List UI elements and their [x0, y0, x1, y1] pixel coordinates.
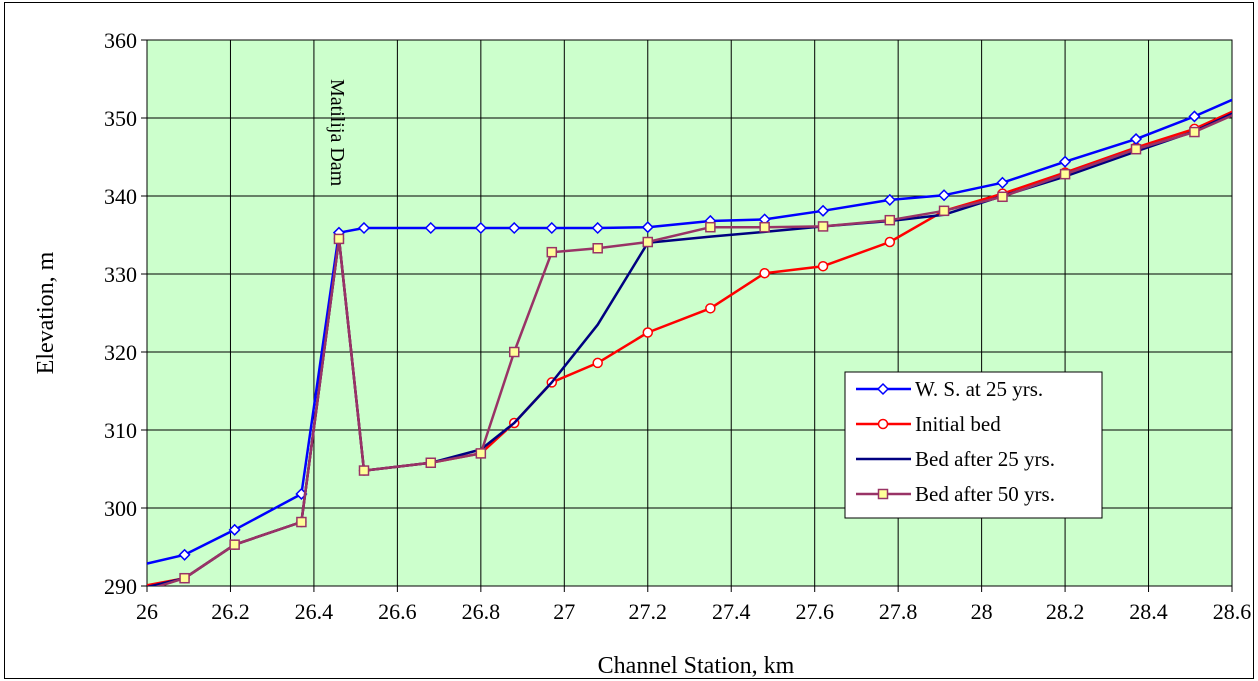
data-point [475, 448, 487, 459]
data-point [546, 246, 558, 258]
data-point [474, 221, 487, 235]
data-point [424, 221, 437, 235]
data-point [228, 523, 241, 536]
legend-item: Bed after 25 yrs. [856, 447, 1055, 471]
data-point [229, 539, 240, 550]
x-tick-label: 27 [553, 599, 575, 624]
data-point [333, 233, 345, 245]
x-axis-ticks: 26 26.2 26.4 26.6 26.8 27 27.2 27.4 27.6 27.8 28 28… [136, 586, 1251, 624]
legend-label: Initial bed [915, 412, 1001, 436]
y-tick-label: 310 [104, 418, 137, 443]
elevation-chart: 26 26.2 26.4 26.6 26.8 27 27.2 27.4 27.6 27.8 28 28… [33, 28, 1251, 679]
matilija-dam-annotation: Matilija Dam [326, 79, 348, 187]
data-point [937, 189, 951, 202]
x-tick-label: 28.4 [1129, 599, 1168, 624]
x-tick-label: 26.8 [462, 599, 501, 624]
data-point [358, 465, 370, 476]
y-axis-label: Elevation, m [33, 251, 59, 374]
legend-item: Bed after 50 yrs. [856, 482, 1055, 506]
x-tick-label: 28 [971, 599, 993, 624]
data-point [642, 327, 654, 338]
data-point [296, 516, 307, 528]
legend: W. S. at 25 yrs. Initial bed Bed after 25 … [844, 371, 1103, 519]
series-line [147, 98, 1232, 565]
data-point [705, 303, 716, 314]
data-point [1188, 110, 1201, 123]
data-point [357, 221, 371, 235]
data-point [425, 457, 437, 469]
data-point [817, 260, 829, 272]
x-tick-label: 26.2 [211, 599, 250, 624]
data-point [759, 221, 770, 233]
data-point [816, 204, 830, 217]
data-point [592, 357, 603, 369]
gridlines [147, 40, 1232, 586]
x-tick-label: 28.2 [1046, 599, 1085, 624]
data-point [884, 236, 896, 248]
x-tick-label: 27.2 [629, 599, 668, 624]
legend-marker [877, 418, 889, 430]
x-tick-label: 26 [136, 599, 158, 624]
y-tick-label: 340 [104, 184, 137, 209]
data-point [591, 221, 604, 235]
data-point [1130, 143, 1142, 155]
legend-marker [876, 382, 890, 396]
y-tick-label: 350 [104, 106, 137, 131]
data-point [884, 214, 896, 226]
data-point [1059, 155, 1072, 168]
data-point [508, 346, 520, 358]
series-line [155, 114, 1232, 586]
data-point [996, 176, 1009, 189]
series-group [147, 98, 1232, 586]
legend-marker [877, 488, 889, 500]
y-tick-label: 330 [104, 262, 137, 287]
y-tick-label: 360 [104, 28, 137, 53]
y-tick-label: 300 [104, 496, 137, 521]
legend-item: W. S. at 25 yrs. [856, 377, 1043, 401]
chart-frame: 26 26.2 26.4 26.6 26.8 27 27.2 27.4 27.6 27.8 28 28… [4, 2, 1254, 679]
legend-label: Bed after 50 yrs. [915, 482, 1055, 506]
data-point [508, 221, 521, 235]
data-point [1059, 168, 1071, 180]
x-tick-label: 27.4 [712, 599, 751, 624]
data-point [642, 236, 654, 248]
data-point [641, 221, 654, 234]
data-point [759, 267, 770, 279]
series-bed-after-50-yrs [155, 114, 1232, 586]
x-axis-label: Channel Station, km [598, 653, 795, 679]
data-point [817, 221, 829, 232]
x-tick-label: 26.4 [295, 599, 334, 624]
data-point [179, 572, 190, 584]
legend-label: W. S. at 25 yrs. [915, 377, 1043, 401]
data-point [997, 191, 1008, 203]
data-point [545, 221, 558, 235]
data-point [592, 243, 603, 254]
x-tick-label: 26.6 [378, 599, 417, 624]
data-point [705, 221, 716, 233]
data-point [883, 193, 896, 206]
x-tick-label: 27.6 [795, 599, 834, 624]
y-axis-ticks: 290 300 310 320 330 340 350 360 [104, 28, 147, 599]
data-point [1189, 126, 1200, 138]
x-tick-label: 27.8 [879, 599, 918, 624]
y-tick-label: 290 [104, 574, 137, 599]
x-tick-label: 28.6 [1213, 599, 1252, 624]
data-point [178, 548, 191, 561]
legend-item: Initial bed [856, 412, 1001, 436]
y-tick-label: 320 [104, 340, 137, 365]
data-point [938, 205, 950, 217]
legend-label: Bed after 25 yrs. [915, 447, 1055, 471]
